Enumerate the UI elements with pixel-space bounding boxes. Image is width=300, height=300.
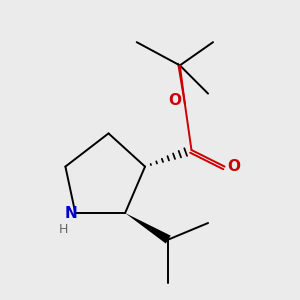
Polygon shape	[125, 213, 171, 244]
Text: O: O	[227, 159, 240, 174]
Text: H: H	[59, 223, 68, 236]
Text: N: N	[65, 206, 78, 220]
Text: O: O	[168, 93, 182, 108]
